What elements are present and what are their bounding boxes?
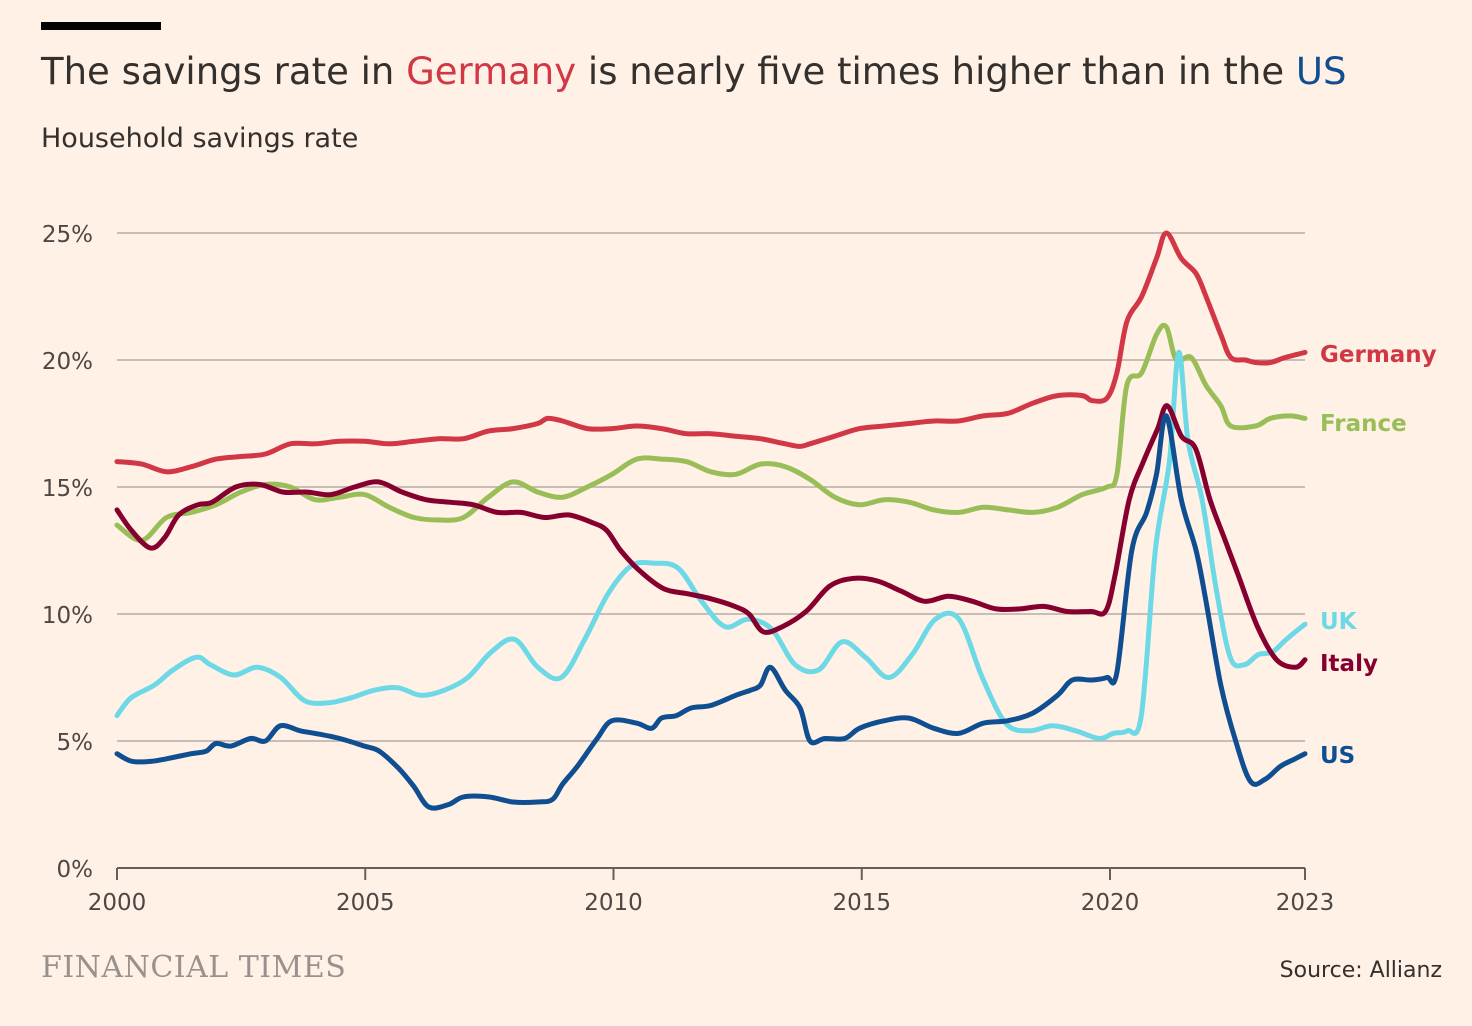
series-line-us	[114, 413, 1308, 811]
x-tick-label: 2005	[336, 890, 395, 916]
source-note: Source: Allianz	[1279, 958, 1442, 983]
series-line-italy	[114, 403, 1308, 670]
ft-brand-logo: FINANCIAL TIMES	[41, 950, 347, 985]
x-tick-label: 2020	[1081, 890, 1140, 916]
series-label-uk: UK	[1320, 609, 1358, 635]
series-label-france: France	[1320, 411, 1407, 437]
y-tick-label: 10%	[42, 603, 93, 629]
series-line-france	[114, 322, 1308, 543]
x-tick-label: 2010	[584, 890, 643, 916]
series-label-germany: Germany	[1320, 342, 1437, 368]
y-tick-label: 0%	[57, 857, 94, 883]
x-tick-label: 2015	[832, 890, 891, 916]
title-germany: Germany	[406, 50, 577, 93]
y-tick-label: 25%	[42, 222, 93, 248]
series-line-uk	[114, 349, 1308, 742]
y-tick-label: 5%	[57, 730, 94, 756]
title-us: US	[1295, 50, 1347, 93]
y-tick-label: 15%	[42, 476, 93, 502]
chart-subtitle: Household savings rate	[41, 123, 359, 154]
series-label-us: US	[1320, 743, 1355, 769]
series-line-germany	[114, 230, 1308, 475]
title-text-2: is nearly five times higher than in the	[576, 50, 1296, 93]
chart-title: The savings rate in Germany is nearly fi…	[41, 48, 1346, 96]
series-label-italy: Italy	[1320, 651, 1378, 677]
y-tick-label: 20%	[42, 349, 93, 375]
top-accent-bar	[41, 22, 161, 30]
title-text-1: The savings rate in	[41, 50, 407, 93]
x-tick-label: 2000	[88, 890, 147, 916]
x-tick-label: 2023	[1276, 890, 1335, 916]
